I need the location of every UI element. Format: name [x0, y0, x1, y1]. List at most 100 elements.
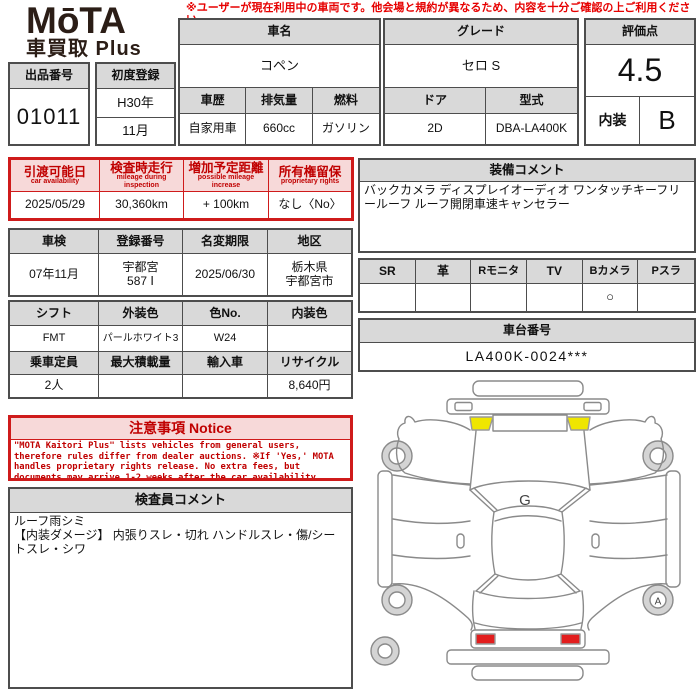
headlight-right-highlight	[566, 416, 591, 431]
lot-number-label: 出品番号	[10, 64, 88, 89]
car-name-table: 車名 コペン 車歴 排気量 燃料 自家用車 660cc ガソリン	[178, 18, 381, 146]
availability-header-jp: 引渡可能日	[23, 164, 87, 179]
proprietary-rights-header-en: proprietary rights	[280, 178, 340, 186]
right-panel-top	[589, 474, 668, 486]
recycle-value: 8,640円	[288, 378, 331, 393]
model-code-label: 型式	[486, 88, 577, 114]
trunk-right-edge	[580, 590, 585, 630]
shift-label: シフト	[10, 302, 99, 326]
rear-window-top	[494, 573, 562, 581]
mileage-increase-header: 増加予定距離 possible mileage increase	[184, 160, 269, 192]
notice-label: 注意事項 Notice	[11, 418, 350, 440]
equip-header-pslide: Pスラ	[638, 260, 694, 284]
dashboard-arc	[494, 515, 562, 522]
equip-value-bcamera: ○	[583, 284, 639, 311]
shift-value: FMT	[10, 326, 99, 352]
chassis-number-value: LA400K-0024***	[465, 348, 589, 365]
rename-deadline-value: 2025/06/30	[183, 254, 268, 295]
reg-no-line2: 587 Ⅰ	[127, 273, 154, 288]
doors-value: 2D	[385, 114, 486, 144]
ext-color-label: 外装色	[99, 302, 183, 326]
first-registration-table: 初度登録 H30年 11月	[95, 62, 176, 146]
first-registration-year: H30年	[97, 89, 174, 118]
grade-table: グレード セロ S ドア 型式 2D DBA-LA400K	[383, 18, 579, 146]
rating-label: 評価点	[586, 20, 694, 45]
windshield-bottom	[493, 505, 563, 513]
c-pillar-left	[475, 573, 496, 592]
availability-table: 引渡可能日 car availability 検査時走行 mileage dur…	[8, 157, 354, 221]
color-no-value: W24	[183, 326, 268, 352]
district-lines: 栃木県 宇都宮市	[285, 259, 334, 289]
windshield-grade-mark: G	[519, 492, 531, 509]
car-name-value: コペン	[180, 45, 379, 88]
logo-subtext: 車買取 Plus	[26, 38, 142, 61]
left-panel-seam2	[392, 554, 471, 560]
mileage-value: 30,360km	[100, 192, 184, 218]
capacity-value: 2人	[10, 375, 99, 397]
car-damage-diagram: G A	[370, 380, 681, 681]
district-label: 地区	[268, 230, 351, 254]
chassis-number-box: 車台番号 LA400K-0024***	[358, 318, 696, 372]
rear-wheel-mark: A	[655, 597, 662, 608]
equip-header-bcamera: Bカメラ	[582, 260, 639, 284]
ext-color-value: パールホワイト3	[99, 326, 183, 352]
right-panel-seam2	[589, 554, 668, 560]
windshield-top	[469, 480, 591, 491]
mileage-header: 検査時走行 mileage during inspection	[100, 160, 184, 192]
a-pillar-left-inner	[473, 487, 498, 511]
interior-label: 内装	[586, 97, 640, 144]
notice-body: "MOTA Kaitori Plus" lists vehicles from …	[14, 441, 334, 478]
hood-right-edge	[583, 430, 591, 491]
fuel-label: 燃料	[312, 88, 379, 114]
equip-header-rmonitor: Rモニタ	[471, 260, 527, 284]
displacement-value: 660cc	[246, 114, 313, 144]
logo-text: MōTA	[26, 0, 126, 41]
max-load-value	[99, 375, 183, 397]
equipment-comment-label: 装備コメント	[360, 160, 694, 182]
hood-left-edge	[469, 430, 477, 491]
first-registration-month: 11月	[122, 122, 149, 138]
district-line2: 宇都宮市	[285, 273, 334, 288]
front-right-wheel	[642, 440, 674, 472]
rating-table: 評価点 4.5 内装 B	[584, 18, 696, 146]
district-line1: 栃木県	[291, 259, 328, 274]
reg-no-label: 登録番号	[99, 230, 183, 254]
headlight-left-highlight	[469, 416, 494, 431]
equip-value-tv	[527, 284, 583, 311]
capacity-label: 乗車定員	[10, 352, 99, 375]
registration-table: 車検 登録番号 名変期限 地区 07年11月 宇都宮 587 Ⅰ 2025/06…	[8, 228, 353, 297]
c-pillar-left-inner	[479, 575, 499, 594]
inspector-comment-label: 検査員コメント	[10, 489, 351, 513]
proprietary-rights-header-jp: 所有権留保	[278, 164, 342, 179]
c-pillar-right-inner	[557, 575, 577, 594]
rear-bumper	[470, 629, 586, 649]
trunk-lid-arc	[474, 622, 582, 630]
mota-logo: MōTA 車買取 Plus	[26, 0, 142, 61]
fuel-value: ガソリン	[321, 121, 370, 136]
door-handle-right	[591, 533, 600, 549]
cabin-left-edge	[491, 511, 496, 575]
front-bumper	[446, 398, 610, 415]
lot-number-table: 出品番号 01011	[8, 62, 90, 146]
rear-lower-strip	[446, 649, 610, 665]
front-roof-strip	[472, 380, 584, 397]
specs-table: シフト 外装色 色No. 内装色 FMT パールホワイト3 W24 乗車定員 最…	[8, 300, 353, 399]
grade-value: セロ S	[385, 45, 577, 88]
int-color-value	[268, 326, 351, 352]
rear-right-wheel	[642, 584, 674, 616]
c-pillar-right	[560, 573, 581, 592]
history-value: 自家用車	[180, 114, 247, 144]
max-load-label: 最大積載量	[99, 352, 183, 375]
rating-score: 4.5	[586, 45, 694, 97]
right-panel-bottom	[587, 583, 668, 631]
district-value: 栃木県 宇都宮市	[268, 254, 351, 295]
front-left-fender	[395, 415, 471, 485]
trunk-left-edge	[471, 590, 476, 630]
notice-box: 注意事項 Notice "MOTA Kaitori Plus" lists ve…	[8, 415, 353, 481]
availability-value: 2025/05/29	[11, 192, 100, 218]
left-panel-bottom	[392, 583, 473, 631]
car-name-label: 車名	[180, 20, 379, 45]
rename-deadline-label: 名変期限	[183, 230, 268, 254]
front-foglamp-left	[454, 401, 473, 412]
